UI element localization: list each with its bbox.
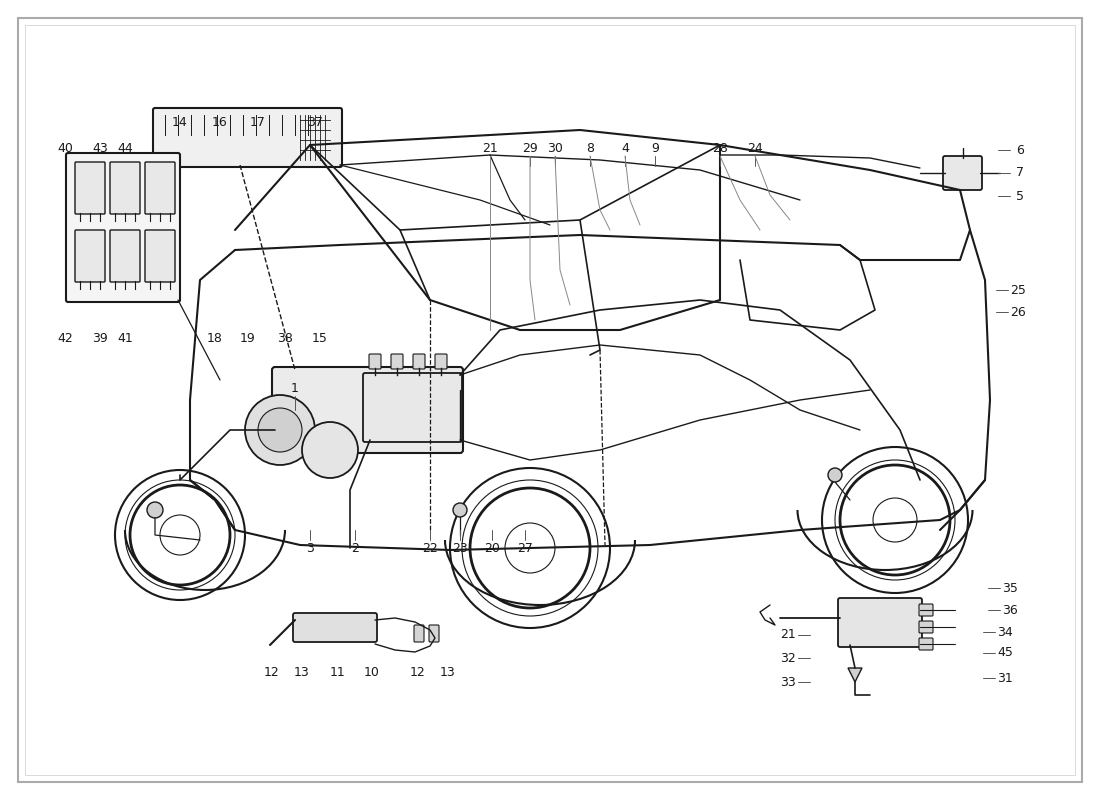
- Text: 21: 21: [780, 629, 796, 642]
- Circle shape: [302, 422, 358, 478]
- Text: 39: 39: [92, 331, 108, 345]
- FancyBboxPatch shape: [368, 354, 381, 369]
- Text: 16: 16: [212, 115, 228, 129]
- Text: 8: 8: [586, 142, 594, 154]
- Text: 13: 13: [440, 666, 455, 678]
- FancyBboxPatch shape: [75, 162, 104, 214]
- Text: 45: 45: [997, 646, 1013, 659]
- Text: 6: 6: [1016, 143, 1024, 157]
- Circle shape: [453, 503, 468, 517]
- FancyBboxPatch shape: [412, 354, 425, 369]
- Text: 18: 18: [207, 331, 223, 345]
- FancyBboxPatch shape: [918, 638, 933, 650]
- FancyBboxPatch shape: [66, 153, 180, 302]
- Text: 33: 33: [780, 675, 796, 689]
- FancyBboxPatch shape: [272, 367, 463, 453]
- Text: 19: 19: [240, 331, 256, 345]
- Polygon shape: [848, 668, 862, 682]
- Text: 5: 5: [1016, 190, 1024, 202]
- Text: 24: 24: [747, 142, 763, 154]
- FancyBboxPatch shape: [153, 108, 342, 167]
- Text: 44: 44: [117, 142, 133, 154]
- FancyBboxPatch shape: [390, 354, 403, 369]
- Text: 22: 22: [422, 542, 438, 554]
- Text: 12: 12: [410, 666, 426, 678]
- FancyBboxPatch shape: [145, 230, 175, 282]
- Text: 28: 28: [712, 142, 728, 154]
- Text: 38: 38: [277, 331, 293, 345]
- Text: 32: 32: [780, 651, 796, 665]
- Text: 20: 20: [484, 542, 499, 554]
- FancyBboxPatch shape: [363, 373, 462, 442]
- Text: 14: 14: [172, 115, 188, 129]
- Text: 9: 9: [651, 142, 659, 154]
- FancyBboxPatch shape: [838, 598, 922, 647]
- Circle shape: [245, 395, 315, 465]
- FancyBboxPatch shape: [145, 162, 175, 214]
- Circle shape: [147, 502, 163, 518]
- Text: 34: 34: [997, 626, 1013, 638]
- Circle shape: [258, 408, 303, 452]
- FancyBboxPatch shape: [110, 162, 140, 214]
- Text: 41: 41: [117, 331, 133, 345]
- FancyBboxPatch shape: [110, 230, 140, 282]
- FancyBboxPatch shape: [918, 621, 933, 633]
- FancyBboxPatch shape: [918, 604, 933, 616]
- Text: 35: 35: [1002, 582, 1018, 594]
- Text: 2: 2: [351, 542, 359, 554]
- Text: 27: 27: [517, 542, 532, 554]
- Text: 30: 30: [547, 142, 563, 154]
- Text: 4: 4: [621, 142, 629, 154]
- Text: 11: 11: [330, 666, 345, 678]
- FancyBboxPatch shape: [293, 613, 377, 642]
- Text: 17: 17: [250, 115, 266, 129]
- Text: 21: 21: [482, 142, 498, 154]
- Text: 36: 36: [1002, 603, 1018, 617]
- FancyBboxPatch shape: [943, 156, 982, 190]
- Text: 29: 29: [522, 142, 538, 154]
- Text: 15: 15: [312, 331, 328, 345]
- Text: 40: 40: [57, 142, 73, 154]
- Text: 37: 37: [307, 115, 323, 129]
- Text: 23: 23: [452, 542, 468, 554]
- Text: 13: 13: [294, 666, 310, 678]
- Text: 43: 43: [92, 142, 108, 154]
- Circle shape: [828, 468, 842, 482]
- Text: 42: 42: [57, 331, 73, 345]
- Text: 10: 10: [364, 666, 380, 678]
- FancyBboxPatch shape: [429, 625, 439, 642]
- FancyBboxPatch shape: [414, 625, 424, 642]
- Text: 7: 7: [1016, 166, 1024, 179]
- Text: 26: 26: [1010, 306, 1026, 318]
- FancyBboxPatch shape: [434, 354, 447, 369]
- Text: 25: 25: [1010, 283, 1026, 297]
- Text: 12: 12: [264, 666, 279, 678]
- FancyBboxPatch shape: [75, 230, 104, 282]
- Text: 31: 31: [997, 671, 1013, 685]
- Text: 3: 3: [306, 542, 313, 554]
- Text: 1: 1: [292, 382, 299, 394]
